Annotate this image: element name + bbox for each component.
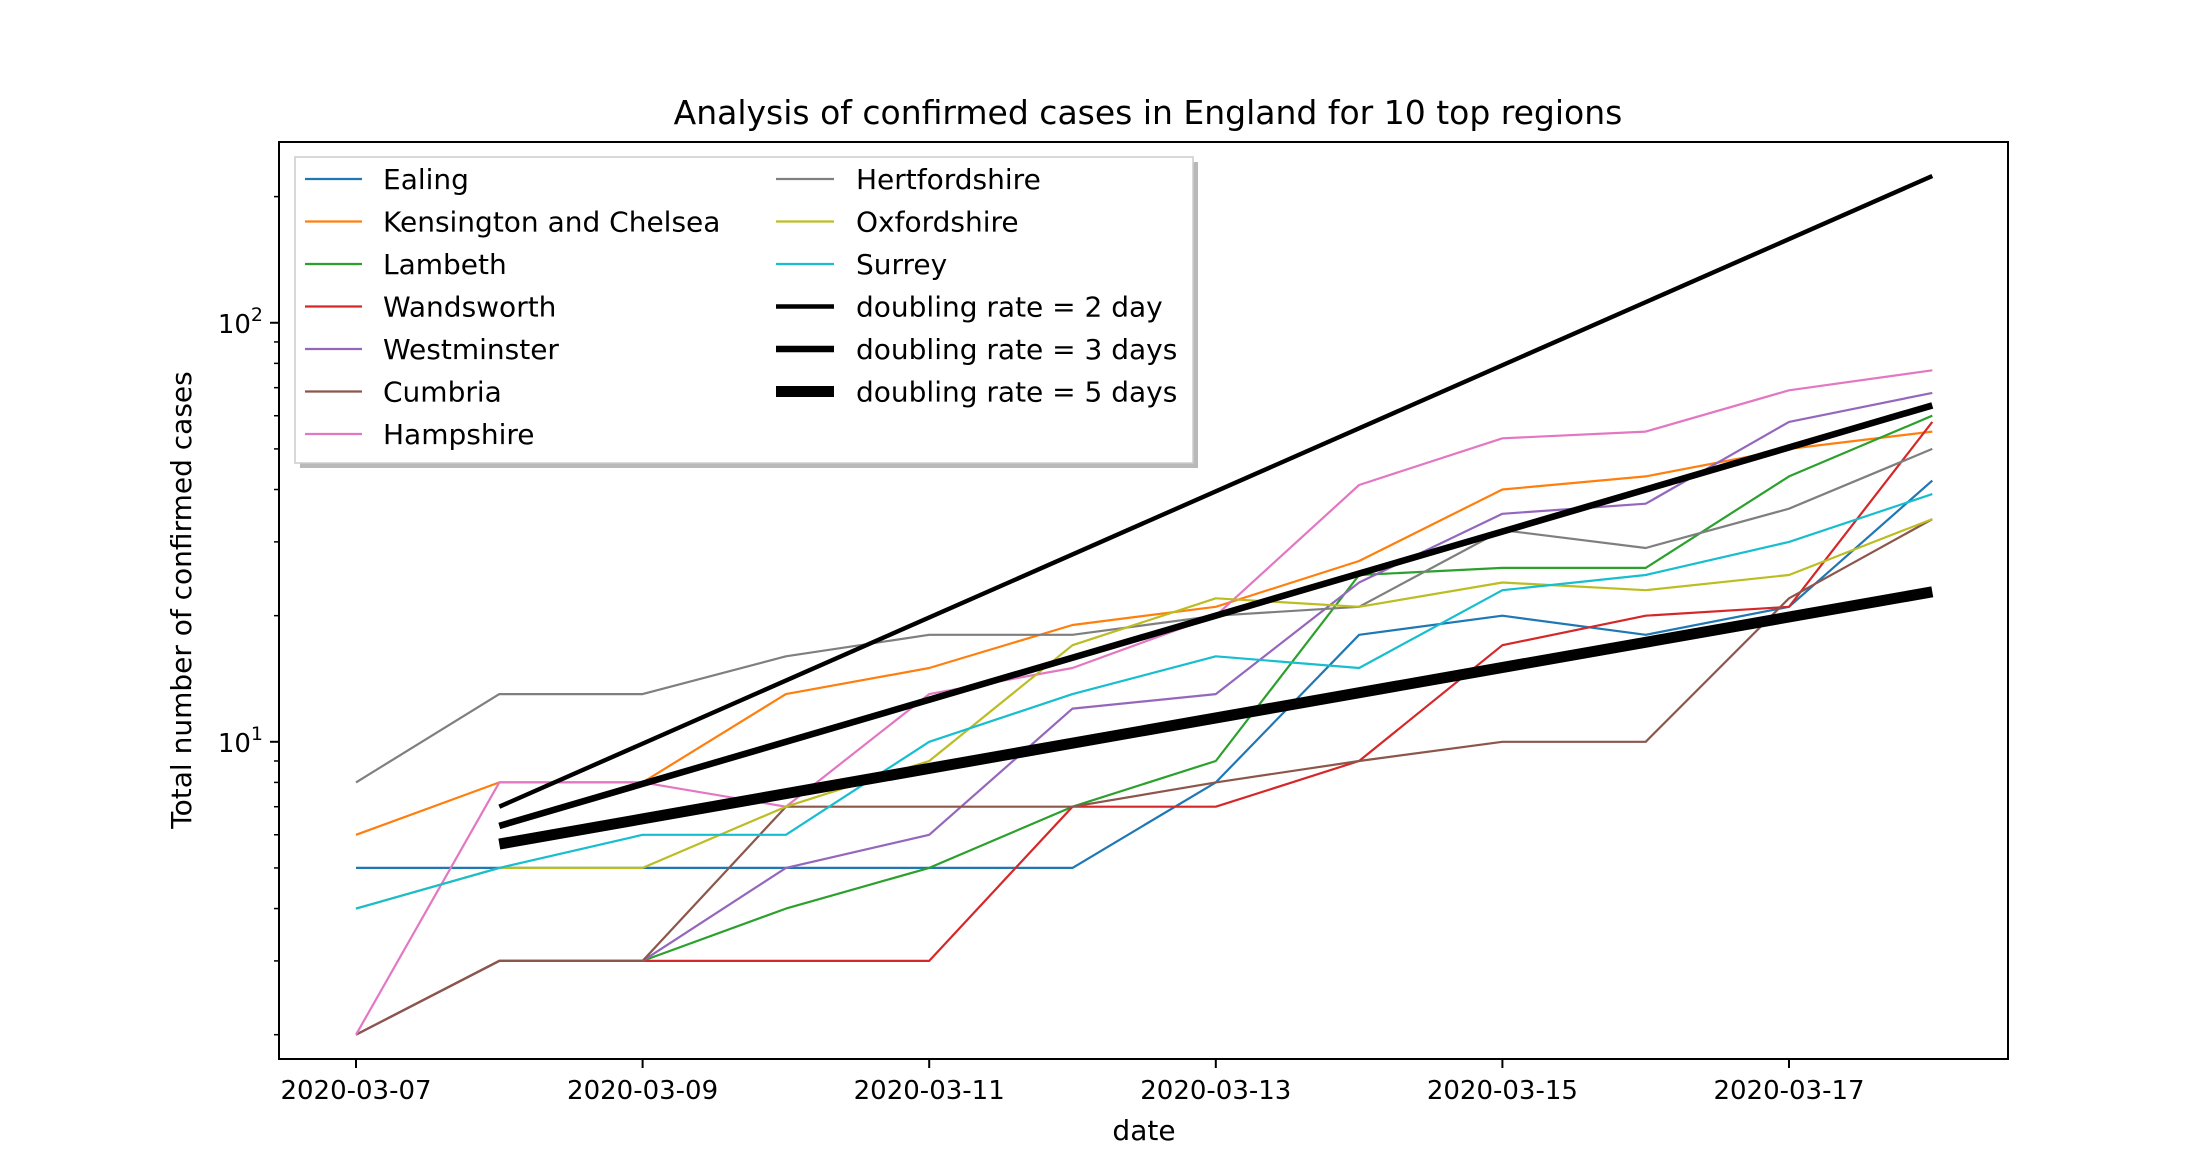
series-line-7 bbox=[355, 447, 1933, 784]
legend-label-0: Ealing bbox=[383, 163, 469, 196]
x-tick-label-5: 2020-03-17 bbox=[1713, 1076, 1864, 1106]
x-axis-label: date bbox=[1112, 1114, 1175, 1147]
legend-label-9: Surrey bbox=[856, 248, 947, 281]
legend-label-3: Wandsworth bbox=[383, 291, 556, 324]
doubling-line-0 bbox=[498, 173, 1934, 809]
series-line-5 bbox=[355, 518, 1933, 1036]
plot-area bbox=[355, 173, 1934, 1036]
plot-frame bbox=[278, 141, 2009, 1060]
doubling-line-2 bbox=[498, 586, 1934, 850]
x-tick-label-1: 2020-03-09 bbox=[567, 1076, 718, 1106]
y-tick-label-1: 102 bbox=[218, 304, 263, 340]
legend-label-12: doubling rate = 5 days bbox=[856, 376, 1177, 409]
x-tick-label-3: 2020-03-13 bbox=[1140, 1076, 1291, 1106]
legend-label-6: Hampshire bbox=[383, 418, 535, 451]
y-axis-label: Total number of confirmed cases bbox=[165, 371, 198, 829]
x-tick-label-4: 2020-03-15 bbox=[1427, 1076, 1578, 1106]
y-tick-label-0: 101 bbox=[218, 723, 263, 759]
chart-title: Analysis of confirmed cases in England f… bbox=[674, 93, 1623, 132]
legend-label-10: doubling rate = 2 day bbox=[856, 291, 1163, 324]
legend-box bbox=[294, 156, 1194, 464]
series-line-8 bbox=[355, 518, 1933, 910]
x-tick-label-2: 2020-03-11 bbox=[854, 1076, 1005, 1106]
legend: Ealing Kensington and Chelsea Lambeth Wands… bbox=[294, 156, 1198, 468]
legend-label-8: Oxfordshire bbox=[856, 206, 1019, 239]
doubling-line-1 bbox=[498, 402, 1934, 830]
legend-label-2: Lambeth bbox=[383, 248, 507, 281]
legend-label-11: doubling rate = 3 days bbox=[856, 333, 1177, 366]
axes: 2020-03-07 2020-03-09 2020-03-11 2020-03-13… bbox=[218, 195, 1865, 1106]
legend-label-5: Cumbria bbox=[383, 376, 502, 409]
series-line-9 bbox=[355, 493, 1933, 910]
legend-label-1: Kensington and Chelsea bbox=[383, 206, 720, 239]
series-line-6 bbox=[355, 369, 1933, 1036]
legend-label-4: Westminster bbox=[383, 333, 559, 366]
legend-label-7: Hertfordshire bbox=[856, 163, 1041, 196]
x-tick-label-0: 2020-03-07 bbox=[280, 1076, 431, 1106]
